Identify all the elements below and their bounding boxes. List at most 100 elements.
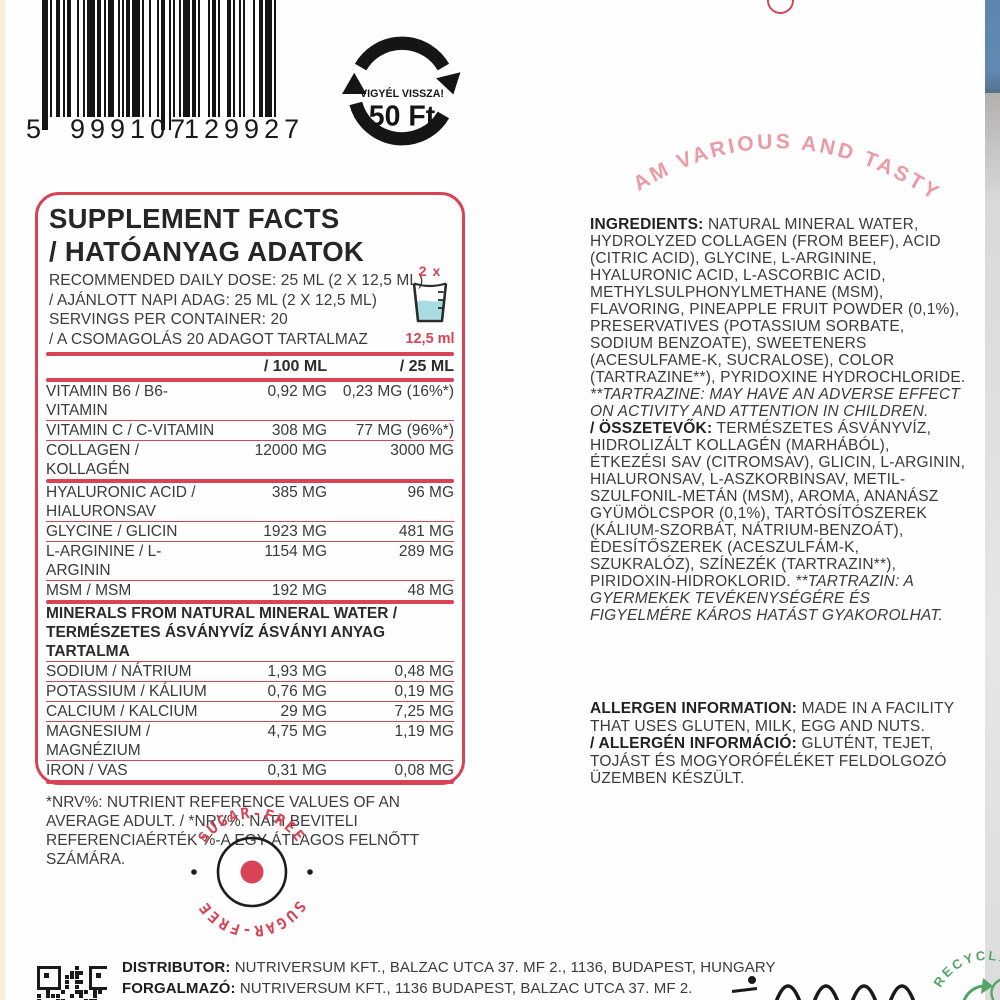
row-name: POTASSIUM / KÁLIUM [46, 683, 207, 700]
col-per25: / 25 ML [399, 358, 454, 375]
ingredients-body-hu: TERMÉSZETES ÁSVÁNYVÍZ, HIDROLIZÁLT KOLLA… [590, 420, 966, 590]
deposit-arrow-arc-bottom [349, 101, 450, 146]
row-per25: 481 MG [398, 523, 454, 540]
row-per25: 96 MG [407, 484, 454, 501]
divider [46, 479, 454, 483]
distributor-value: NUTRIVERSUM KFT., BALZAC UTCA 37. MF 2.,… [230, 959, 776, 976]
row-per25: 3000 MG [390, 442, 454, 459]
row-per25: 0,48 MG [394, 663, 454, 680]
row-name: MSM / MSM [46, 582, 132, 599]
table-row: SODIUM / NÁTRIUM 1,93 MG 0,48 MG [46, 662, 454, 682]
distributor-info: DISTRIBUTOR: NUTRIVERSUM KFT., BALZAC UT… [122, 958, 776, 999]
nrv-footnote: *NRV%: NUTRIENT REFERENCE VALUES OF AN A… [46, 794, 419, 868]
table-row: GLYCINE / GLICIN 1923 MG 481 MG [46, 522, 454, 542]
row-name: COLLAGEN / KOLLAGÉN [46, 442, 140, 478]
row-name: MAGNESIUM / MAGNÉZIUM [46, 723, 151, 759]
stamp-side-dot-left [191, 869, 197, 875]
deposit-arrowhead-left [342, 72, 367, 95]
cup-qty-label: 2 x [418, 263, 442, 279]
allergen-label-hu: / ALLERGÉN INFORMÁCIÓ: [590, 735, 798, 752]
barcode-digit-prefix: 5 [26, 114, 43, 144]
row-per100: 1154 MG [264, 543, 327, 560]
row-per100: 192 MG [271, 582, 327, 599]
table-row: VITAMIN C / C-VITAMIN 308 MG 77 MG (96%*… [46, 421, 454, 441]
deposit-amount: 50 Ft [369, 101, 436, 133]
minerals-subheader: MINERALS FROM NATURAL MINERAL WATER / TE… [46, 604, 454, 662]
row-per25: 77 MG (96%*) [355, 422, 454, 439]
tartrazine-warning-hu: **TARTRAZIN: A GYERMEKEK TEVÉKENYSÉGÉRE … [590, 573, 944, 624]
row-per100: 1923 MG [263, 523, 327, 540]
allergen-body-en: MADE IN A FACILITY THAT USES GLUTEN, MIL… [590, 700, 954, 735]
leaf-recycle-icon [962, 978, 1000, 1000]
distributor-line-hu: FORGALMAZÓ: NUTRIVERSUM KFT., 1136 BUDAP… [122, 979, 776, 1000]
row-per100: 4,75 MG [267, 723, 327, 740]
mobius-icon [774, 984, 802, 1000]
col-per100: / 100 ML [263, 358, 327, 375]
row-per100: 1,93 MG [267, 663, 327, 680]
recyclable-logo: RECYCLABLE [930, 950, 1000, 1000]
ingredients-label-en: INGREDIENTS: [590, 216, 704, 233]
supplement-panel: SUPPLEMENT FACTS / HATÓANYAG ADATOK RECO… [35, 192, 465, 868]
row-name: SODIUM / NÁTRIUM [46, 663, 192, 680]
deposit-arrowhead-right [436, 72, 461, 95]
barcode-digit-group2: 129927 [184, 114, 305, 144]
row-per100: 0,92 MG [267, 383, 327, 400]
allergen-text: ALLERGEN INFORMATION: MADE IN A FACILITY… [590, 700, 968, 788]
table-row: HYALURONIC ACID / HIALURONSAV 385 MG 96 … [46, 483, 454, 522]
tagline-text: I AM VARIOUS AND TASTY! [600, 90, 945, 200]
row-per25: 0,23 MG (16%*) [342, 383, 454, 400]
red-ring-mark [767, 0, 794, 14]
row-name: CALCIUM / KALCIUM [46, 703, 198, 720]
dose-info: RECOMMENDED DAILY DOSE: 25 ML (2 X 12,5 … [49, 272, 424, 348]
table-row: MAGNESIUM / MAGNÉZIUM 4,75 MG 1,19 MG [46, 722, 454, 761]
row-per25: 48 MG [407, 582, 454, 599]
row-name: VITAMIN B6 / B6-VITAMIN [46, 383, 169, 419]
table-row: IRON / VAS 0,31 MG 0,08 MG [46, 761, 454, 780]
table-row: CALCIUM / KALCIUM 29 MG 7,25 MG [46, 702, 454, 722]
row-name: VITAMIN C / C-VITAMIN [46, 422, 215, 439]
tidyman-icon [731, 976, 758, 993]
recycling-icons [731, 976, 916, 1000]
row-per25: 0,19 MG [394, 683, 454, 700]
table-row: L-ARGININE / L-ARGININ 1154 MG 289 MG [46, 542, 454, 581]
right-edge-grey-strip [985, 93, 1000, 1000]
distributor-line-en: DISTRIBUTOR: NUTRIVERSUM KFT., BALZAC UT… [122, 958, 776, 979]
row-name: GLYCINE / GLICIN [46, 523, 178, 540]
ingredients-text: INGREDIENTS: NATURAL MINERAL WATER, HYDR… [590, 216, 968, 624]
mobius-icon [888, 984, 916, 1000]
distributor-label: DISTRIBUTOR: [122, 959, 231, 976]
table-row: COLLAGEN / KOLLAGÉN 12000 MG 3000 MG [46, 441, 454, 479]
deposit-arrow-arc-top [354, 36, 450, 71]
sugar-free-stamp: SUGAR-FREE SUGAR-FREE [191, 804, 313, 937]
barcode-digit-group1: 999107 [70, 114, 191, 144]
row-per25: 0,08 MG [394, 762, 454, 779]
facts-table: / 100 ML / 25 ML VITAMIN B6 / B6-VITAMIN… [46, 352, 454, 869]
tagline-arc: I AM VARIOUS AND TASTY! [600, 90, 945, 200]
sugar-free-text-bottom: SUGAR-FREE [195, 898, 310, 937]
stamp-ring [216, 836, 288, 908]
table-row: VITAMIN B6 / B6-VITAMIN 0,92 MG 0,23 MG … [46, 382, 454, 421]
row-per100: 0,76 MG [267, 683, 327, 700]
deposit-label: VIGYÉL VISSZA! [360, 87, 444, 100]
ingredients-body-en: NATURAL MINERAL WATER, HYDROLYZED COLLAG… [590, 216, 966, 386]
row-per100: 29 MG [280, 703, 327, 720]
stamp-center-dot [240, 860, 264, 884]
allergen-body-hu: GLUTÉNT, TEJET, TOJÁST ÉS MOGYORÓFÉLÉKET… [590, 735, 947, 787]
tartrazine-warning-en: **TARTRAZINE: MAY HAVE AN ADVERSE EFFECT… [590, 386, 961, 420]
barcode: 5 999107 129927 [26, 0, 299, 144]
mobius-icon [812, 984, 840, 1000]
row-per100: 385 MG [271, 484, 327, 501]
row-per25: 7,25 MG [394, 703, 454, 720]
row-per100: 0,31 MG [267, 762, 327, 779]
table-row: POTASSIUM / KÁLIUM 0,76 MG 0,19 MG [46, 682, 454, 702]
deposit-return-logo: VIGYÉL VISSZA! 50 Ft [342, 36, 461, 146]
measuring-cup-icon [412, 282, 448, 323]
panel-title: SUPPLEMENT FACTS / HATÓANYAG ADATOK [49, 203, 365, 267]
row-name: IRON / VAS [46, 762, 128, 779]
divider [46, 378, 454, 382]
qr-code [37, 966, 107, 1000]
serving-cup: 2 x 12,5 ml [403, 263, 457, 347]
stamp-side-dot-right [307, 869, 313, 875]
sugar-free-text-top: SUGAR-FREE [195, 804, 310, 846]
